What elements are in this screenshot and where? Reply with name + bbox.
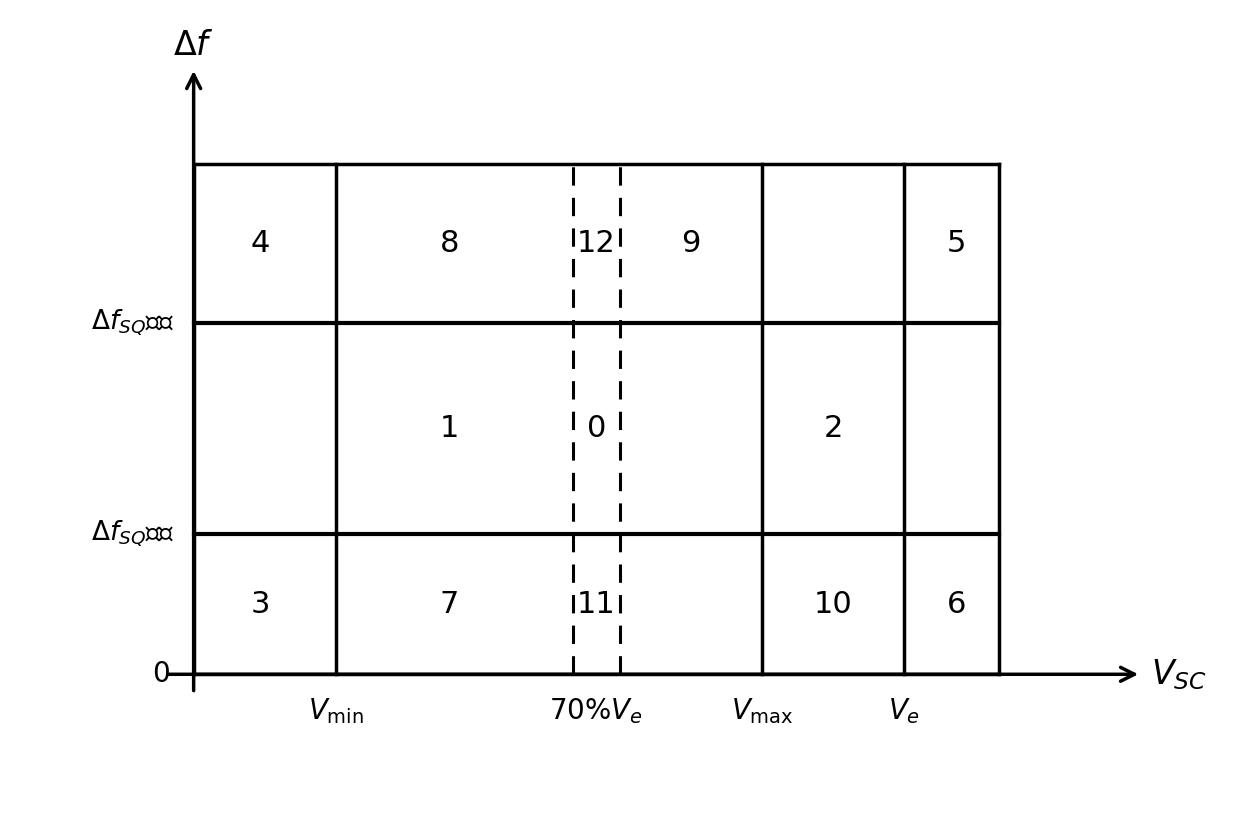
Text: 9: 9 [681,229,701,258]
Text: 2: 2 [823,414,843,443]
Text: 1: 1 [440,414,459,443]
Text: $V_e$: $V_e$ [888,696,920,727]
Text: 0: 0 [587,414,606,443]
Text: 8: 8 [440,229,459,258]
Text: 3: 3 [250,590,270,618]
Text: 4: 4 [250,229,269,258]
Text: 0: 0 [153,660,170,688]
Text: 11: 11 [577,590,616,618]
Text: 7: 7 [440,590,459,618]
Text: 6: 6 [946,590,966,618]
Text: 5: 5 [946,229,966,258]
Text: $\Delta f_{SQ}$上限: $\Delta f_{SQ}$上限 [92,308,175,339]
Text: $\Delta f$: $\Delta f$ [174,28,215,62]
Text: $70\%V_e$: $70\%V_e$ [549,696,644,727]
Text: $V_{\mathrm{min}}$: $V_{\mathrm{min}}$ [308,696,363,727]
Text: 12: 12 [577,229,616,258]
Text: $V_{SC}$: $V_{SC}$ [1151,657,1207,691]
Text: $V_{\mathrm{max}}$: $V_{\mathrm{max}}$ [730,696,794,727]
Text: 10: 10 [813,590,853,618]
Text: $\Delta f_{SQ}$下限: $\Delta f_{SQ}$下限 [92,519,175,549]
